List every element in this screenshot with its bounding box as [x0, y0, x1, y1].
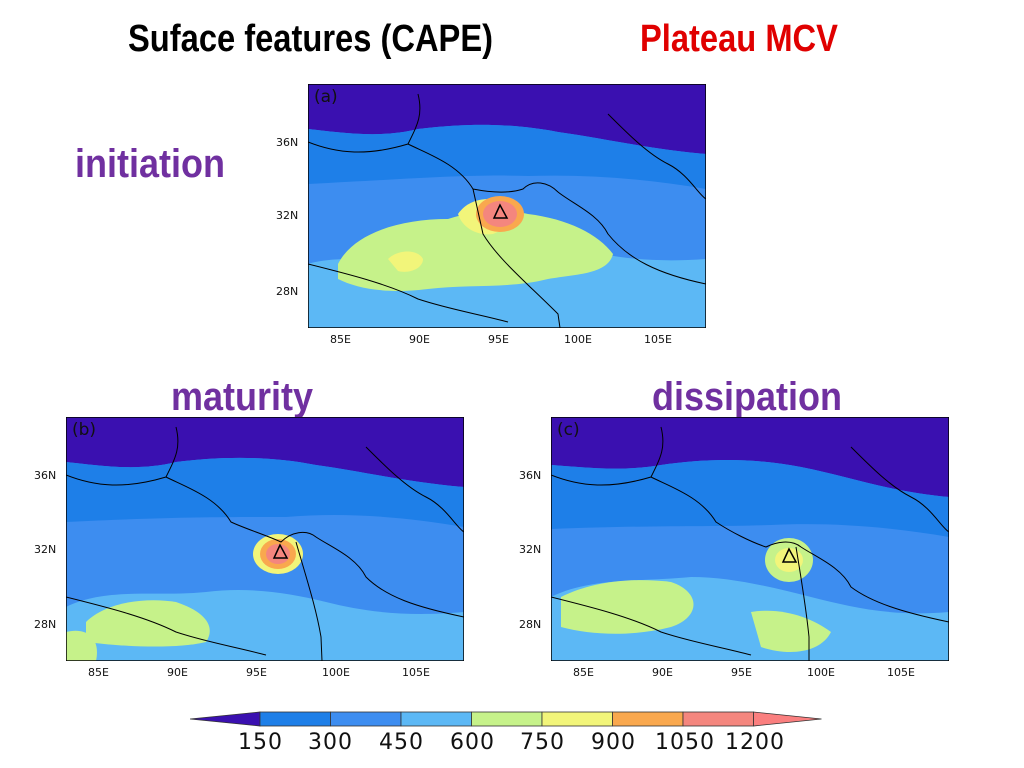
colorbar-segment — [753, 711, 822, 727]
lat-label: 36N — [519, 469, 542, 482]
lon-label: 100E — [807, 666, 835, 679]
lon-label: 100E — [564, 333, 592, 346]
colorbar-segment — [330, 711, 402, 727]
page-subtitle: Plateau MCV — [640, 18, 838, 60]
lon-label: 85E — [573, 666, 594, 679]
colorbar-segment — [259, 711, 331, 727]
mcv-triangle-icon — [272, 543, 289, 559]
lat-label: 32N — [34, 543, 57, 556]
colorbar — [190, 711, 822, 727]
stage-label-maturity: maturity — [171, 375, 314, 419]
lat-label: 28N — [519, 618, 542, 631]
lat-label: 36N — [34, 469, 57, 482]
colorbar-label: 150 — [238, 730, 283, 755]
lon-label: 95E — [731, 666, 752, 679]
lat-label: 36N — [276, 136, 299, 149]
lat-label: 32N — [519, 543, 542, 556]
mcv-triangle-icon — [492, 203, 509, 219]
colorbar-label: 450 — [379, 730, 424, 755]
colorbar-label: 600 — [450, 730, 495, 755]
mcv-triangle-icon — [781, 547, 798, 563]
colorbar-segment — [400, 711, 472, 727]
colorbar-label: 300 — [308, 730, 353, 755]
panel-label-b: (b) — [72, 420, 97, 440]
lon-label: 85E — [88, 666, 109, 679]
lon-label: 90E — [167, 666, 188, 679]
lat-label: 32N — [276, 209, 299, 222]
panel-label-c: (c) — [557, 420, 580, 440]
lat-label: 28N — [276, 285, 299, 298]
colorbar-segment — [682, 711, 754, 727]
colorbar-label: 1200 — [725, 730, 785, 755]
lon-label: 95E — [488, 333, 509, 346]
colorbar-segment — [471, 711, 543, 727]
colorbar-segment — [190, 711, 261, 727]
colorbar-label: 900 — [591, 730, 636, 755]
stage-label-initiation: initiation — [75, 142, 225, 186]
colorbar-label: 1050 — [655, 730, 715, 755]
colorbar-segment — [541, 711, 613, 727]
stage-label-dissipation: dissipation — [652, 375, 843, 419]
lon-label: 105E — [402, 666, 430, 679]
lat-label: 28N — [34, 618, 57, 631]
lon-label: 90E — [652, 666, 673, 679]
colorbar-segment — [612, 711, 684, 727]
cape-map-maturity — [66, 417, 464, 661]
lon-label: 100E — [322, 666, 350, 679]
lon-label: 95E — [246, 666, 267, 679]
lon-label: 105E — [644, 333, 672, 346]
cape-map-initiation — [308, 84, 706, 328]
lon-label: 90E — [409, 333, 430, 346]
lon-label: 85E — [330, 333, 351, 346]
colorbar-label: 750 — [520, 730, 565, 755]
panel-label-a: (a) — [314, 87, 338, 107]
cape-map-dissipation — [551, 417, 949, 661]
page-title: Suface features (CAPE) — [128, 18, 494, 60]
lon-label: 105E — [887, 666, 915, 679]
